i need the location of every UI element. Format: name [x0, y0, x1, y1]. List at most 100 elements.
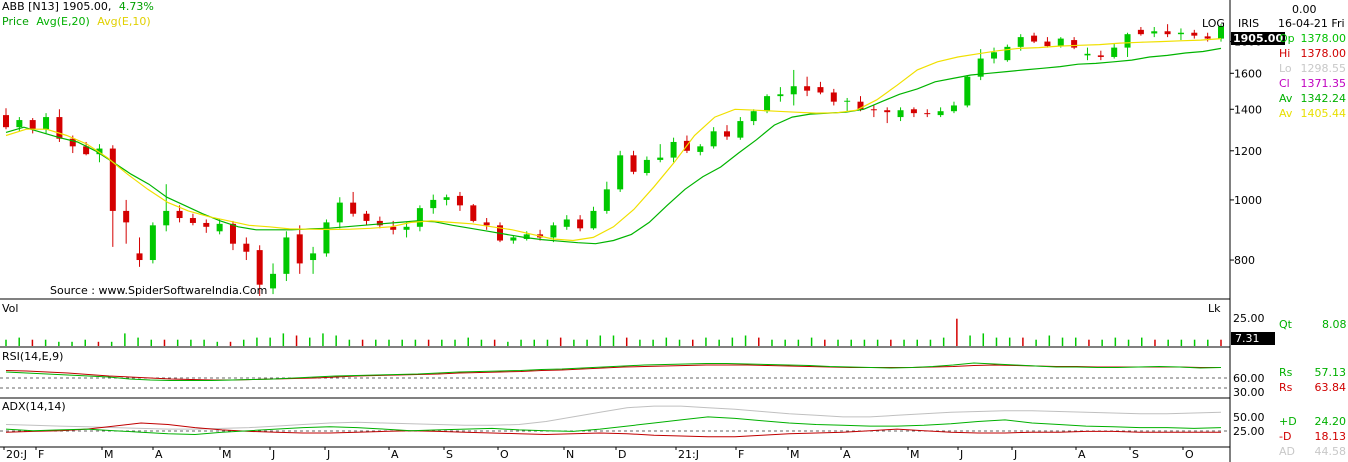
candle-body	[69, 138, 76, 147]
x-axis-label: J	[326, 448, 330, 461]
x-axis-label: A	[155, 448, 163, 461]
candle-body	[617, 155, 624, 190]
candle-body	[189, 218, 196, 223]
legend-row: Price Avg(E,20) Avg(E,10)	[2, 15, 151, 28]
candle-body	[270, 273, 277, 289]
stat-value: 57.13	[1314, 366, 1347, 379]
x-axis-label: J	[271, 448, 275, 461]
candle-body	[563, 219, 570, 227]
stat-label: -D	[1279, 430, 1292, 443]
candle-body	[16, 120, 23, 128]
rsi-label: RSI(14,E,9)	[2, 350, 64, 363]
adx-label: ADX(14,14)	[2, 400, 66, 413]
candle-body	[43, 117, 50, 130]
candle-body	[336, 202, 343, 223]
candle-body	[403, 226, 410, 230]
candle-body	[216, 223, 223, 232]
x-axis-label: D	[618, 448, 626, 461]
x-axis-label: S	[1132, 448, 1139, 461]
last-price-tag: 1905.00	[1231, 32, 1286, 45]
candle-body	[737, 121, 744, 138]
x-axis-label: O	[1185, 448, 1194, 461]
stat-label: Rs	[1279, 366, 1293, 379]
date-label: 16-04-21 Fri	[1278, 17, 1345, 30]
candle-body	[1111, 47, 1118, 57]
candle-body	[884, 110, 891, 113]
candle-body	[1137, 29, 1144, 35]
stat-value: 1371.35	[1300, 77, 1347, 90]
candle-body	[510, 237, 517, 241]
candle-body	[550, 225, 557, 238]
candle-body	[3, 115, 9, 128]
stat-label: Av	[1279, 107, 1293, 120]
stat-value: 1298.55	[1300, 62, 1347, 75]
candle-body	[470, 205, 477, 221]
candle-body	[376, 220, 383, 226]
iris-label: IRIS	[1238, 17, 1260, 30]
candle-body	[203, 222, 210, 227]
avg10-line	[5, 38, 1222, 242]
candle-body	[1218, 26, 1224, 39]
candle-body	[29, 120, 36, 130]
rsi-line	[5, 362, 1222, 381]
x-axis-label: M	[104, 448, 114, 461]
candle-body	[924, 113, 931, 115]
stat-label: Av	[1279, 92, 1293, 105]
stat-value: 1342.24	[1300, 92, 1347, 105]
candle-body	[296, 234, 303, 264]
change-label: 4.73%	[118, 0, 154, 13]
candle-body	[1017, 37, 1024, 47]
candle-body	[577, 219, 584, 229]
avg20-line	[5, 47, 1222, 245]
volume-unit: Lk	[1208, 302, 1221, 315]
x-axis-label: A	[1078, 448, 1086, 461]
candle-body	[790, 86, 797, 95]
x-axis-label: M	[222, 448, 232, 461]
candle-body	[1204, 36, 1211, 39]
candle-body	[657, 157, 664, 160]
candle-body	[310, 253, 317, 261]
x-axis-label: M	[790, 448, 800, 461]
candle-body	[416, 208, 423, 227]
volume-label: Vol	[2, 302, 19, 315]
x-axis-label: F	[738, 448, 744, 461]
candle-body	[443, 197, 450, 200]
candle-body	[109, 148, 116, 211]
candle-body	[283, 237, 290, 274]
candle-body	[523, 234, 530, 239]
candle-body	[243, 243, 250, 252]
candle-body	[910, 109, 917, 114]
candle-body	[991, 52, 998, 59]
price-label: 1905.00,	[62, 0, 112, 13]
candle-body	[96, 148, 103, 155]
stat-value: 1378.00	[1300, 32, 1347, 45]
x-axis-label: F	[38, 448, 44, 461]
x-axis-label: 20:J	[6, 448, 27, 461]
x-axis-label: N	[566, 448, 574, 461]
candle-body	[1177, 32, 1184, 35]
stat-label: Lo	[1279, 62, 1292, 75]
candle-body	[870, 109, 877, 111]
legend-avg20: Avg(E,20)	[36, 15, 90, 28]
candle-body	[1044, 41, 1051, 47]
candle-body	[1031, 35, 1038, 42]
candle-body	[750, 111, 757, 122]
adx-tick-50: 50.00	[1233, 411, 1265, 424]
candle-body	[590, 210, 597, 229]
candle-body	[937, 111, 944, 116]
candle-body	[817, 87, 824, 93]
stat-value: 24.20	[1314, 415, 1347, 428]
stat-value: 1405.44	[1300, 107, 1347, 120]
candle-body	[1097, 55, 1104, 57]
stat-value: 44.58	[1314, 445, 1347, 458]
log-toggle[interactable]: LOG	[1202, 17, 1225, 30]
candle-body	[229, 223, 236, 244]
candle-body	[1124, 34, 1131, 48]
x-axis-label: O	[500, 448, 509, 461]
candle-body	[163, 210, 170, 226]
top-value: 0.00	[1292, 3, 1317, 16]
candle-body	[804, 86, 811, 91]
candle-body	[723, 131, 730, 137]
candle-body	[710, 131, 717, 147]
